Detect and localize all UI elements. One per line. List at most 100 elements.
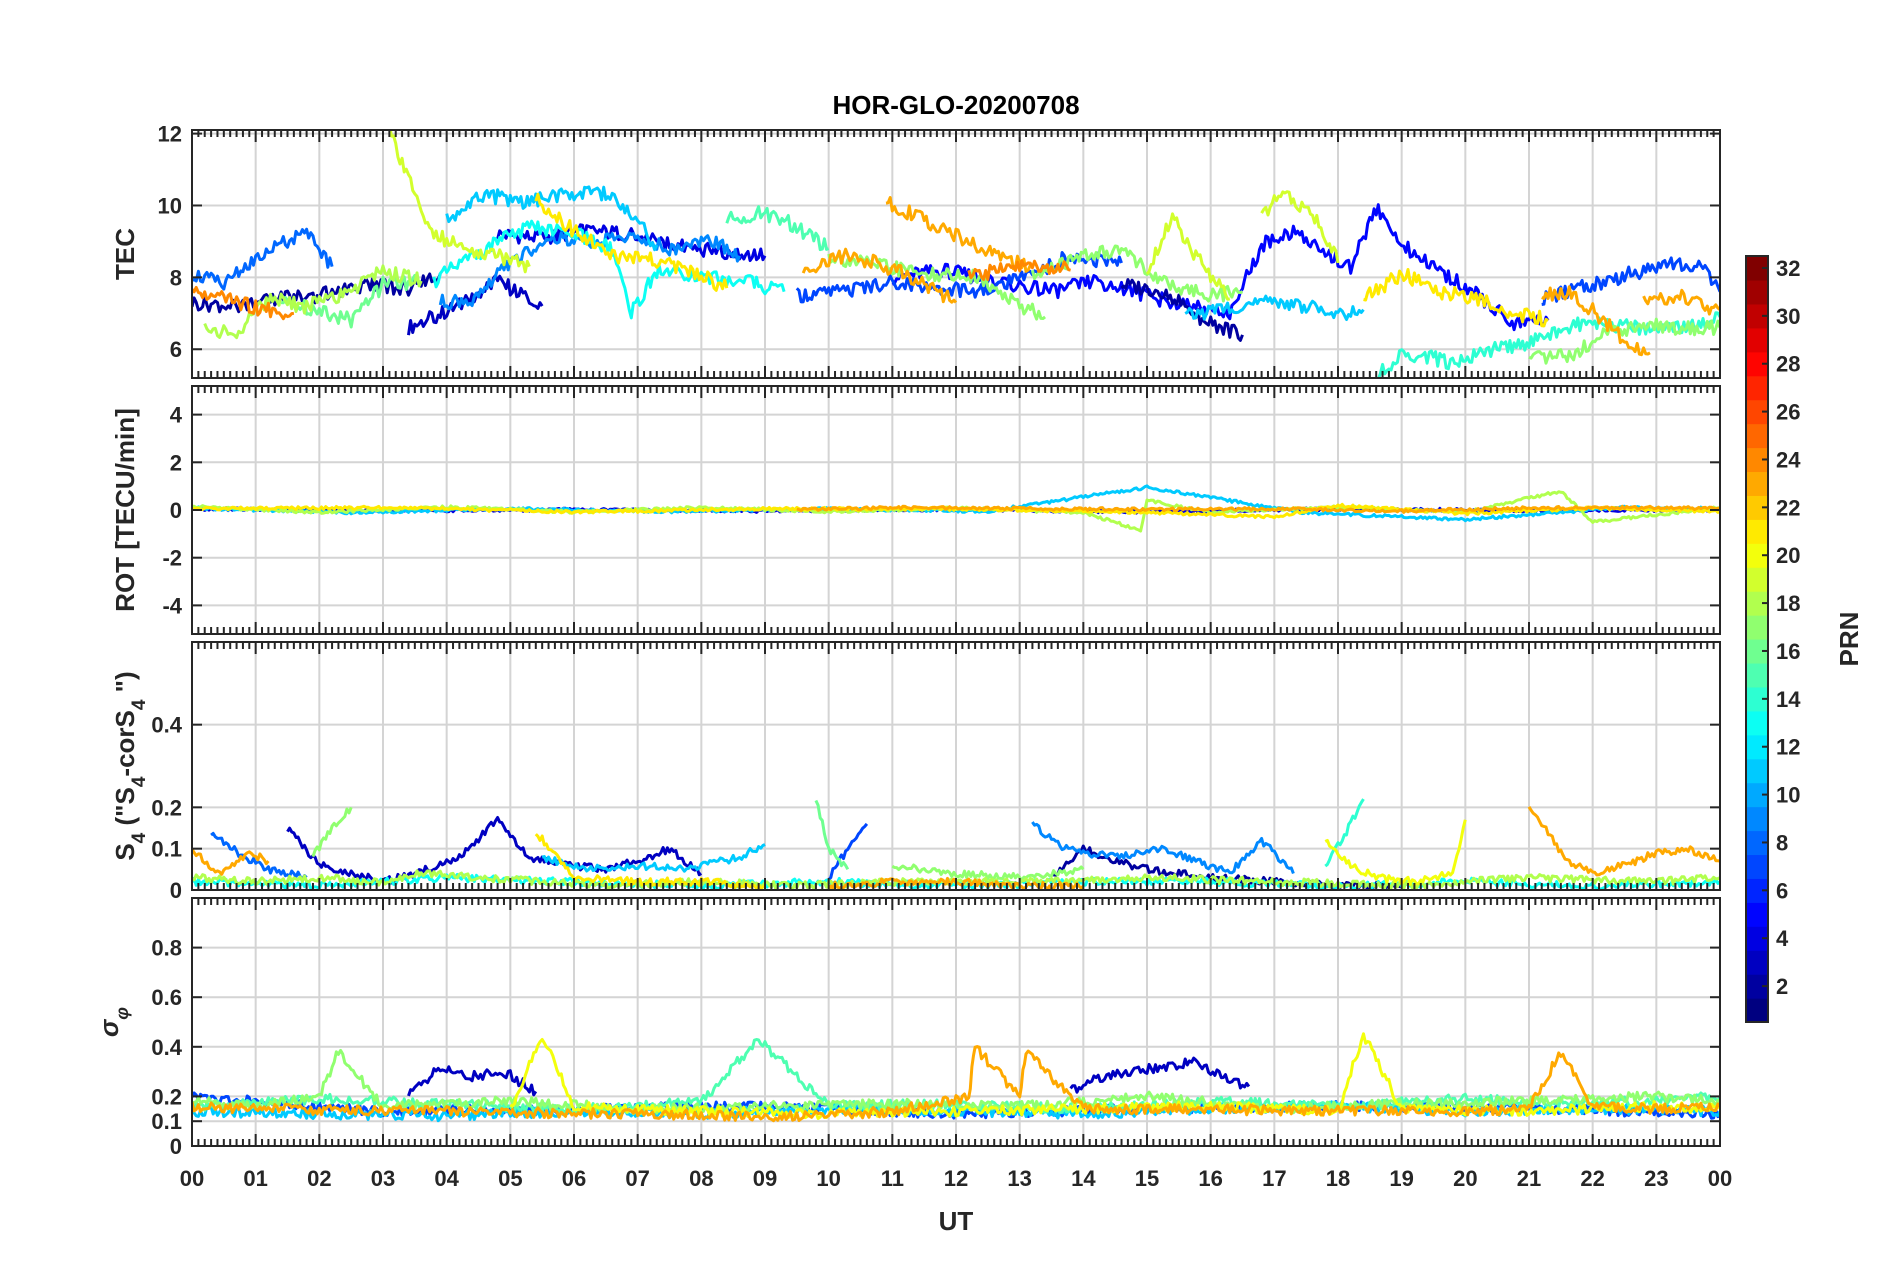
colorbar-tick-label: 6	[1776, 878, 1788, 903]
x-tick-label: 03	[371, 1166, 395, 1191]
x-tick-label: 13	[1007, 1166, 1031, 1191]
colorbar-segment	[1746, 758, 1768, 784]
x-tick-label: 17	[1262, 1166, 1286, 1191]
colorbar-segment	[1746, 854, 1768, 879]
x-tick-label: 09	[753, 1166, 777, 1191]
colorbar-frame	[1745, 255, 1769, 1023]
x-tick-label: 20	[1453, 1166, 1477, 1191]
colorbar-tick-label: 22	[1776, 495, 1800, 520]
colorbar-segment	[1746, 782, 1768, 808]
tec-series-prn-15	[725, 205, 830, 252]
colorbar-segment	[1746, 686, 1768, 712]
tec-y-tick-label: 8	[170, 265, 182, 290]
sigma-y-tick-label: 0.8	[151, 936, 182, 961]
s4-y-tick-label: 0.1	[151, 837, 182, 862]
x-tick-label: 00	[1708, 1166, 1732, 1191]
colorbar-tick-label: 24	[1776, 447, 1801, 472]
sigma-y-tick-label: 0.4	[151, 1035, 182, 1060]
tec-series-prn-2	[1120, 278, 1244, 342]
colorbar-tick-label: 10	[1776, 783, 1800, 808]
tec-y-tick-label: 12	[158, 122, 182, 147]
colorbar-tick-label: 28	[1776, 352, 1800, 377]
s4-series-prn-9	[1031, 821, 1295, 875]
colorbar-segment	[1746, 902, 1768, 927]
colorbar-tick-label: 4	[1776, 926, 1789, 951]
tec-y-tick-label: 10	[158, 193, 182, 218]
chart-title: HOR-GLO-20200708	[832, 90, 1079, 120]
colorbar-segment	[1746, 279, 1768, 305]
tec-series-prn-3	[407, 273, 544, 336]
s4-series-prn-17	[311, 806, 353, 858]
sigma-y-tick-label: 0.6	[151, 985, 182, 1010]
tec-y-tick-label: 6	[170, 337, 182, 362]
x-tick-label: 01	[243, 1166, 267, 1191]
tec-series-prn-18	[203, 264, 423, 340]
x-tick-label: 04	[434, 1166, 459, 1191]
s4-series-prn-16	[814, 799, 850, 871]
rot-y-tick-label: -2	[162, 546, 182, 571]
colorbar-segment	[1746, 926, 1768, 951]
tec-series-prn-23	[885, 196, 1034, 273]
colorbar-segment	[1746, 615, 1768, 640]
colorbar-segment	[1746, 543, 1768, 568]
colorbar-tick-label: 16	[1776, 639, 1800, 664]
colorbar-segment	[1746, 423, 1768, 449]
sigma-series-prn-3	[407, 1065, 538, 1097]
colorbar-segment	[1746, 495, 1768, 520]
s4-series-prn-11	[541, 843, 766, 873]
x-tick-label: 23	[1644, 1166, 1668, 1191]
s4-y-tick-label: 0	[170, 878, 182, 903]
s4-series-prn-3	[286, 816, 703, 885]
tec-y-axis-title: TEC	[110, 228, 140, 280]
colorbar-segment	[1746, 447, 1768, 473]
sigma-series-prn-3	[1069, 1056, 1251, 1094]
colorbar-tick-label: 20	[1776, 543, 1800, 568]
tec-series-prn-19	[388, 130, 531, 274]
tec-series-prn-17	[827, 252, 1047, 321]
colorbar-segment	[1746, 591, 1768, 616]
x-tick-label: 15	[1135, 1166, 1159, 1191]
colorbar-segment	[1746, 878, 1768, 903]
x-tick-label: 12	[944, 1166, 968, 1191]
tec-series-prn-24	[967, 259, 1071, 282]
colorbar-tick-label: 8	[1776, 830, 1788, 855]
rot-y-tick-label: -4	[162, 593, 182, 618]
colorbar-segment	[1746, 734, 1768, 760]
tec-series-prn-17	[1030, 244, 1244, 303]
s4-y-tick-label: 0.2	[151, 795, 182, 820]
x-tick-label: 08	[689, 1166, 713, 1191]
tec-series-group	[192, 130, 1720, 378]
tec-series-prn-23	[1541, 285, 1651, 357]
x-tick-label: 07	[625, 1166, 649, 1191]
colorbar-segment	[1746, 399, 1768, 425]
sigma-y-axis-title: σφ	[94, 1007, 132, 1037]
x-tick-label: 18	[1326, 1166, 1350, 1191]
x-tick-label: 22	[1580, 1166, 1604, 1191]
x-tick-label: 05	[498, 1166, 522, 1191]
colorbar-tick-label: 30	[1776, 304, 1800, 329]
colorbar-segment	[1746, 567, 1768, 592]
tec-series-prn-23	[801, 247, 958, 304]
s4-series-prn-20	[1324, 819, 1467, 886]
rot-y-tick-label: 0	[170, 498, 182, 523]
tec-series-prn-9	[438, 231, 741, 311]
sigma-y-tick-label: 0.1	[151, 1109, 182, 1134]
s4-series-prn-14	[1324, 798, 1365, 868]
colorbar-segment	[1746, 519, 1768, 544]
colorbar-tick-label: 14	[1776, 687, 1801, 712]
x-tick-label: 21	[1517, 1166, 1541, 1191]
tec-series-prn-8	[192, 227, 334, 291]
colorbar-segment	[1746, 351, 1768, 377]
colorbar-segment	[1746, 303, 1768, 329]
x-tick-label: 00	[180, 1166, 204, 1191]
sigma-series-prn-17	[192, 1048, 1720, 1116]
colorbar-tick-label: 26	[1776, 400, 1800, 425]
sigma-y-tick-label: 0.2	[151, 1084, 182, 1109]
x-axis-title: UT	[939, 1206, 974, 1236]
x-tick-label: 19	[1389, 1166, 1413, 1191]
tec-series-prn-24	[192, 285, 295, 321]
colorbar-segment	[1746, 950, 1768, 975]
tec-series-prn-23	[1642, 288, 1720, 316]
